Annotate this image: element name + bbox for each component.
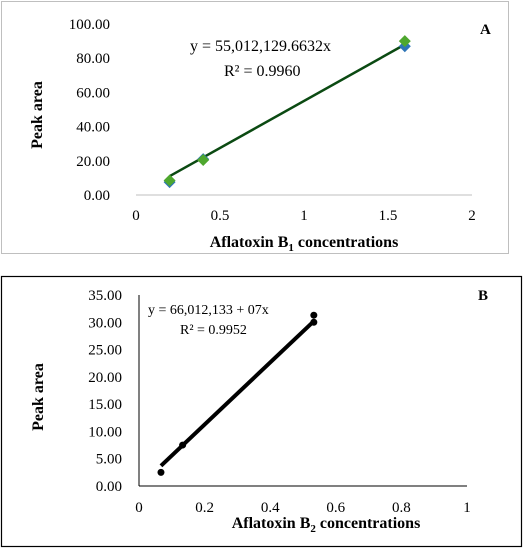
panel-b-x-tick-labels: 0 0.2 0.4 0.6 0.8 1 [135, 500, 471, 516]
panel-a-y-tick-label: 0.00 [84, 188, 110, 204]
panel-b-data-point [179, 441, 187, 449]
panel-a-y-axis-title: Peak area [29, 81, 46, 149]
panel-a-x-tick-label: 2 [468, 208, 476, 224]
panel-b-points [157, 311, 318, 476]
panel-b-y-tick-label: 20.00 [88, 370, 122, 386]
panel-a-y-tick-labels: 0.00 20.00 40.00 60.00 80.00 100.00 [69, 17, 110, 204]
panel-b-x-tick-label: 1 [463, 500, 471, 516]
panel-b-x-title-main: Aflatoxin B [232, 515, 311, 532]
panel-b-y-tick-labels: 0.00 5.00 10.00 15.00 20.00 25.00 30.00 35.00 [88, 288, 122, 495]
panel-a-x-title-rest: concentrations [294, 234, 398, 251]
panel-b-x-tick-label: 0.4 [261, 500, 280, 516]
panel-a-x-title-main: Aflatoxin B [210, 234, 289, 251]
panel-b-data-point [310, 318, 318, 326]
panel-a-r-squared: R² = 0.9960 [224, 63, 301, 80]
panel-b-y-tick-label: 10.00 [88, 424, 122, 440]
panel-a-data-point [197, 153, 210, 166]
panel-b-y-tick-label: 5.00 [96, 452, 122, 468]
panel-b-letter: B [478, 288, 488, 304]
panel-a-y-tick-label: 20.00 [76, 154, 110, 170]
panel-b-y-tick-label: 30.00 [88, 315, 122, 331]
panel-b-y-tick-label: 0.00 [96, 479, 122, 495]
panel-a-y-tick-label: 100.00 [69, 17, 110, 33]
panel-b-x-tick-label: 0.6 [326, 500, 345, 516]
panel-a-y-tick-label: 60.00 [76, 85, 110, 101]
panel-a-points [163, 35, 411, 189]
panel-a-x-tick-label: 0 [132, 208, 140, 224]
panel-b: B 0.00 5.00 10.00 15.00 20.00 25.00 30.00 35.00… [0, 275, 523, 548]
panel-a-x-tick-label: 0.5 [211, 208, 230, 224]
panel-a: A 0.00 20.00 40.00 60.00 80.00 100.00 0 0.5 1 1.… [1, 1, 509, 254]
panel-a-y-tick-label: 40.00 [76, 120, 110, 136]
panel-a-data-point [163, 174, 176, 187]
panel-b-r-squared: R² = 0.9952 [180, 323, 247, 338]
panel-b-x-tick-label: 0.2 [195, 500, 214, 516]
panel-b-trendline [159, 319, 316, 468]
panel-a-x-axis-title: Aflatoxin B1 concentrations [210, 234, 399, 254]
panel-b-x-title-rest: concentrations [316, 515, 420, 532]
panel-b-x-tick-label: 0.8 [392, 500, 411, 516]
panel-a-letter: A [480, 22, 491, 38]
panel-b-x-axis-title: Aflatoxin B2 concentrations [232, 515, 421, 535]
panel-b-x-tick-label: 0 [135, 500, 143, 516]
panel-b-data-point [157, 468, 165, 476]
panel-b-x-title-sub: 2 [310, 523, 316, 535]
panel-a-equation: y = 55,012,129.6632x [190, 38, 331, 55]
panel-a-data-point [398, 35, 411, 48]
panel-a-x-tick-label: 1 [300, 208, 308, 224]
panel-b-equation: y = 66,012,133 + 07x [148, 303, 269, 318]
panel-b-y-axis-title: Peak area [30, 363, 47, 431]
panel-b-y-tick-label: 35.00 [88, 288, 122, 304]
panel-a-y-tick-label: 80.00 [76, 51, 110, 67]
panel-a-x-title-sub: 1 [288, 242, 294, 254]
panel-b-y-tick-label: 15.00 [88, 397, 122, 413]
panel-a-x-tick-label: 1.5 [379, 208, 398, 224]
panel-b-frame [0, 275, 523, 548]
panel-b-data-point [310, 311, 318, 319]
panel-a-x-tick-labels: 0 0.5 1 1.5 2 [132, 208, 476, 224]
panel-a-trendline [168, 43, 406, 178]
panel-b-y-tick-label: 25.00 [88, 343, 122, 359]
